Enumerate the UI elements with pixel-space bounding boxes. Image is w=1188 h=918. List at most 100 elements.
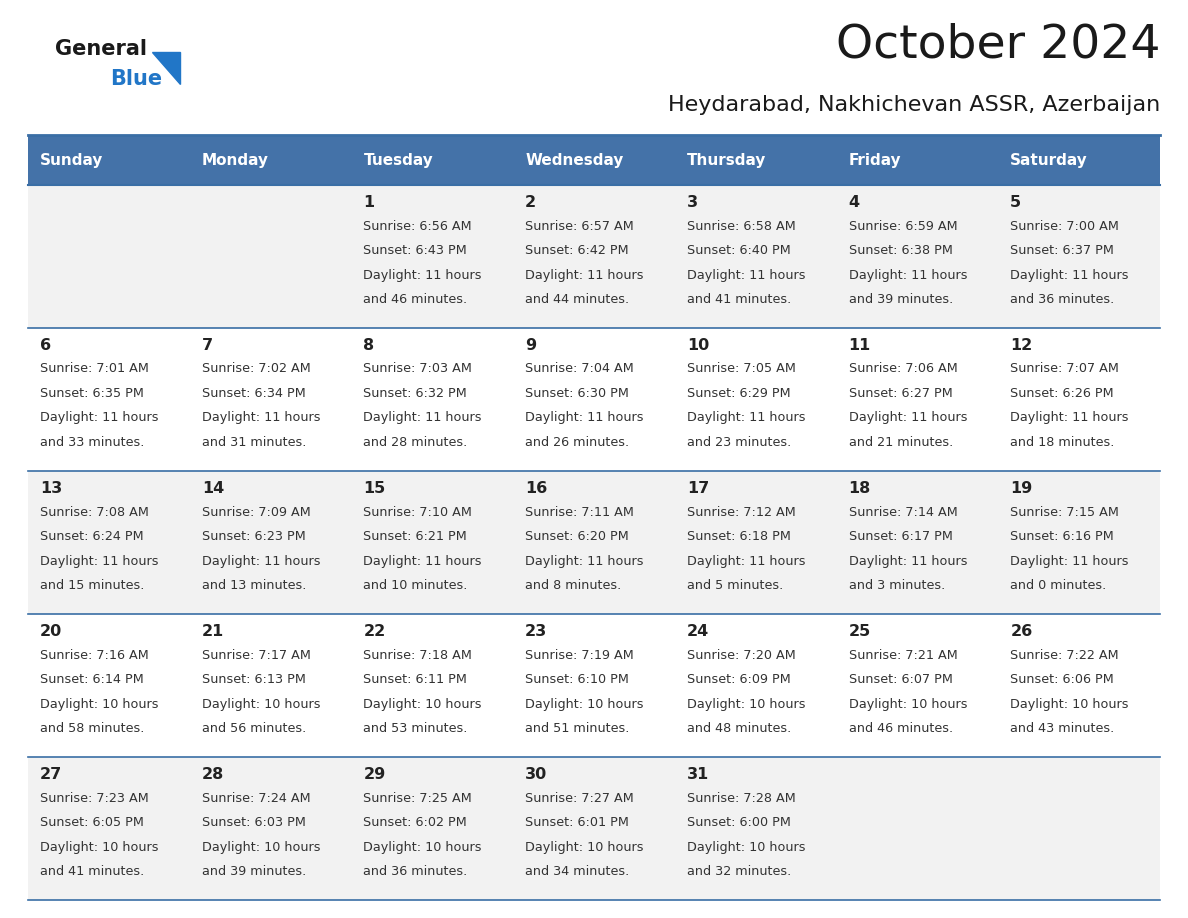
Text: and 13 minutes.: and 13 minutes. — [202, 579, 307, 592]
Polygon shape — [152, 52, 181, 84]
Text: and 21 minutes.: and 21 minutes. — [848, 436, 953, 449]
Text: Daylight: 11 hours: Daylight: 11 hours — [202, 411, 321, 424]
Text: and 41 minutes.: and 41 minutes. — [40, 865, 144, 878]
Text: Sunset: 6:07 PM: Sunset: 6:07 PM — [848, 673, 953, 686]
Text: Daylight: 10 hours: Daylight: 10 hours — [687, 841, 805, 854]
Text: Sunset: 6:24 PM: Sunset: 6:24 PM — [40, 530, 144, 543]
Text: and 58 minutes.: and 58 minutes. — [40, 722, 145, 735]
Text: 19: 19 — [1010, 481, 1032, 496]
Text: and 15 minutes.: and 15 minutes. — [40, 579, 145, 592]
Text: Daylight: 11 hours: Daylight: 11 hours — [1010, 268, 1129, 282]
Text: and 8 minutes.: and 8 minutes. — [525, 579, 621, 592]
Text: 18: 18 — [848, 481, 871, 496]
Text: Sunset: 6:37 PM: Sunset: 6:37 PM — [1010, 244, 1114, 257]
Text: Sunset: 6:02 PM: Sunset: 6:02 PM — [364, 816, 467, 829]
Text: Sunrise: 7:22 AM: Sunrise: 7:22 AM — [1010, 648, 1119, 662]
Text: and 51 minutes.: and 51 minutes. — [525, 722, 630, 735]
Text: General: General — [55, 39, 147, 59]
Text: 15: 15 — [364, 481, 386, 496]
Text: Sunrise: 7:27 AM: Sunrise: 7:27 AM — [525, 791, 634, 804]
Text: Daylight: 10 hours: Daylight: 10 hours — [1010, 698, 1129, 711]
Text: Sunset: 6:42 PM: Sunset: 6:42 PM — [525, 244, 628, 257]
Text: Daylight: 11 hours: Daylight: 11 hours — [364, 554, 482, 567]
Text: 5: 5 — [1010, 195, 1022, 210]
Bar — [29, 328, 1159, 471]
Bar — [190, 135, 352, 185]
Text: Sunrise: 7:07 AM: Sunrise: 7:07 AM — [1010, 363, 1119, 375]
Text: and 56 minutes.: and 56 minutes. — [202, 722, 307, 735]
Text: and 53 minutes.: and 53 minutes. — [364, 722, 468, 735]
Text: and 39 minutes.: and 39 minutes. — [848, 293, 953, 306]
Text: and 46 minutes.: and 46 minutes. — [364, 293, 468, 306]
Bar — [513, 135, 675, 185]
Text: Sunrise: 7:20 AM: Sunrise: 7:20 AM — [687, 648, 796, 662]
Text: Sunrise: 7:16 AM: Sunrise: 7:16 AM — [40, 648, 148, 662]
Text: Sunrise: 7:06 AM: Sunrise: 7:06 AM — [848, 363, 958, 375]
Text: Sunrise: 7:04 AM: Sunrise: 7:04 AM — [525, 363, 634, 375]
Bar — [675, 135, 836, 185]
Text: Sunset: 6:23 PM: Sunset: 6:23 PM — [202, 530, 305, 543]
Text: Sunrise: 7:23 AM: Sunrise: 7:23 AM — [40, 791, 148, 804]
Text: Sunrise: 6:59 AM: Sunrise: 6:59 AM — [848, 219, 958, 232]
Text: Daylight: 11 hours: Daylight: 11 hours — [687, 268, 805, 282]
Text: Sunrise: 7:01 AM: Sunrise: 7:01 AM — [40, 363, 148, 375]
Text: Sunrise: 6:58 AM: Sunrise: 6:58 AM — [687, 219, 796, 232]
Text: Sunrise: 7:18 AM: Sunrise: 7:18 AM — [364, 648, 473, 662]
Text: and 34 minutes.: and 34 minutes. — [525, 865, 630, 878]
Text: 24: 24 — [687, 624, 709, 639]
Text: Sunset: 6:21 PM: Sunset: 6:21 PM — [364, 530, 467, 543]
Text: Sunset: 6:16 PM: Sunset: 6:16 PM — [1010, 530, 1114, 543]
Bar — [29, 757, 1159, 900]
Text: 1: 1 — [364, 195, 374, 210]
Text: and 28 minutes.: and 28 minutes. — [364, 436, 468, 449]
Text: Sunrise: 7:11 AM: Sunrise: 7:11 AM — [525, 506, 634, 519]
Text: 11: 11 — [848, 338, 871, 353]
Text: Sunset: 6:10 PM: Sunset: 6:10 PM — [525, 673, 628, 686]
Text: Sunrise: 7:14 AM: Sunrise: 7:14 AM — [848, 506, 958, 519]
Text: Sunrise: 7:05 AM: Sunrise: 7:05 AM — [687, 363, 796, 375]
Text: Daylight: 10 hours: Daylight: 10 hours — [848, 698, 967, 711]
Text: Sunset: 6:17 PM: Sunset: 6:17 PM — [848, 530, 953, 543]
Text: Daylight: 11 hours: Daylight: 11 hours — [525, 554, 644, 567]
Text: 30: 30 — [525, 767, 548, 782]
Text: 6: 6 — [40, 338, 51, 353]
Bar — [352, 135, 513, 185]
Text: Sunset: 6:26 PM: Sunset: 6:26 PM — [1010, 387, 1114, 400]
Text: and 0 minutes.: and 0 minutes. — [1010, 579, 1106, 592]
Text: 7: 7 — [202, 338, 213, 353]
Bar — [29, 185, 1159, 328]
Text: Sunset: 6:30 PM: Sunset: 6:30 PM — [525, 387, 628, 400]
Text: and 18 minutes.: and 18 minutes. — [1010, 436, 1114, 449]
Text: and 10 minutes.: and 10 minutes. — [364, 579, 468, 592]
Bar — [29, 471, 1159, 614]
Text: Sunrise: 6:56 AM: Sunrise: 6:56 AM — [364, 219, 472, 232]
Text: Sunrise: 6:57 AM: Sunrise: 6:57 AM — [525, 219, 634, 232]
Text: Sunset: 6:40 PM: Sunset: 6:40 PM — [687, 244, 790, 257]
Bar — [29, 614, 1159, 757]
Text: Blue: Blue — [110, 69, 162, 89]
Text: Friday: Friday — [848, 152, 902, 167]
Text: 16: 16 — [525, 481, 548, 496]
Text: 2: 2 — [525, 195, 536, 210]
Text: Wednesday: Wednesday — [525, 152, 624, 167]
Text: and 31 minutes.: and 31 minutes. — [202, 436, 307, 449]
Text: Sunrise: 7:24 AM: Sunrise: 7:24 AM — [202, 791, 310, 804]
Text: 26: 26 — [1010, 624, 1032, 639]
Text: Sunrise: 7:19 AM: Sunrise: 7:19 AM — [525, 648, 634, 662]
Text: and 3 minutes.: and 3 minutes. — [848, 579, 944, 592]
Text: and 46 minutes.: and 46 minutes. — [848, 722, 953, 735]
Text: and 39 minutes.: and 39 minutes. — [202, 865, 307, 878]
Text: Daylight: 10 hours: Daylight: 10 hours — [364, 698, 482, 711]
Text: Sunset: 6:27 PM: Sunset: 6:27 PM — [848, 387, 953, 400]
Text: Sunset: 6:13 PM: Sunset: 6:13 PM — [202, 673, 305, 686]
Text: Monday: Monday — [202, 152, 268, 167]
Text: 29: 29 — [364, 767, 386, 782]
Text: Sunset: 6:00 PM: Sunset: 6:00 PM — [687, 816, 791, 829]
Text: Daylight: 11 hours: Daylight: 11 hours — [40, 554, 158, 567]
Text: Sunrise: 7:02 AM: Sunrise: 7:02 AM — [202, 363, 310, 375]
Text: Sunset: 6:32 PM: Sunset: 6:32 PM — [364, 387, 467, 400]
Text: 27: 27 — [40, 767, 62, 782]
Text: 12: 12 — [1010, 338, 1032, 353]
Text: 31: 31 — [687, 767, 709, 782]
Text: Daylight: 11 hours: Daylight: 11 hours — [1010, 411, 1129, 424]
